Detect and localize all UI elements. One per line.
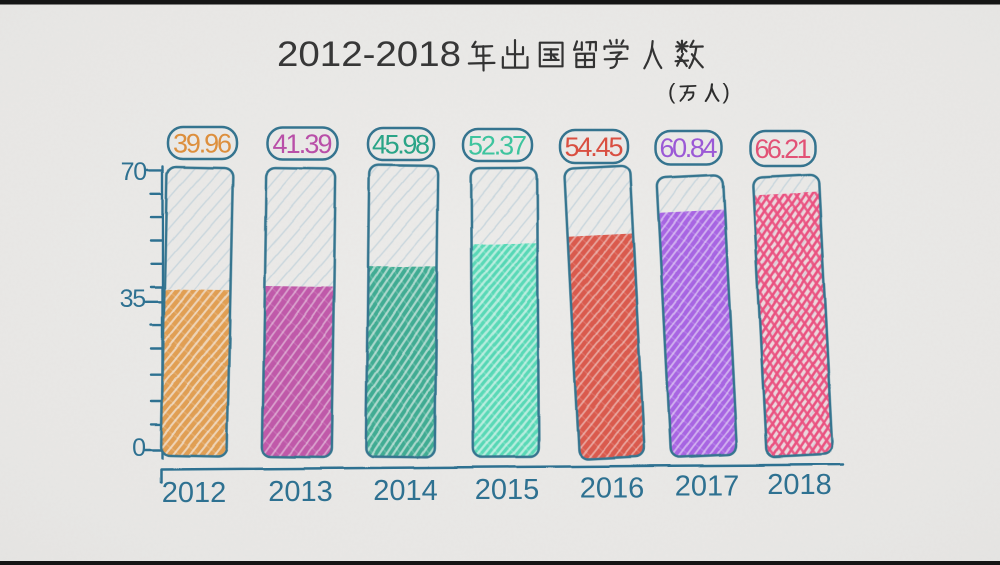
svg-text:(: ( <box>668 79 676 104</box>
svg-text:2017: 2017 <box>675 471 740 503</box>
svg-text:52.37: 52.37 <box>468 131 527 161</box>
svg-text:2014: 2014 <box>373 475 438 507</box>
svg-text:54.45: 54.45 <box>565 132 624 162</box>
svg-text:2016: 2016 <box>580 473 645 505</box>
svg-text:66.21: 66.21 <box>755 134 812 164</box>
svg-text:70: 70 <box>121 158 147 186</box>
svg-text:45.98: 45.98 <box>372 130 430 160</box>
svg-text:41.39: 41.39 <box>273 129 333 159</box>
svg-text:2018: 2018 <box>767 469 832 501</box>
svg-text:35: 35 <box>120 285 146 313</box>
svg-text:60.84: 60.84 <box>660 133 718 163</box>
svg-text:39.96: 39.96 <box>173 129 232 159</box>
svg-text:0: 0 <box>132 434 146 462</box>
svg-text:): ) <box>723 79 730 104</box>
svg-text:2015: 2015 <box>475 474 540 506</box>
svg-text:2012-2018: 2012-2018 <box>277 35 461 74</box>
svg-text:2012: 2012 <box>162 477 227 509</box>
svg-text:2013: 2013 <box>268 476 333 508</box>
